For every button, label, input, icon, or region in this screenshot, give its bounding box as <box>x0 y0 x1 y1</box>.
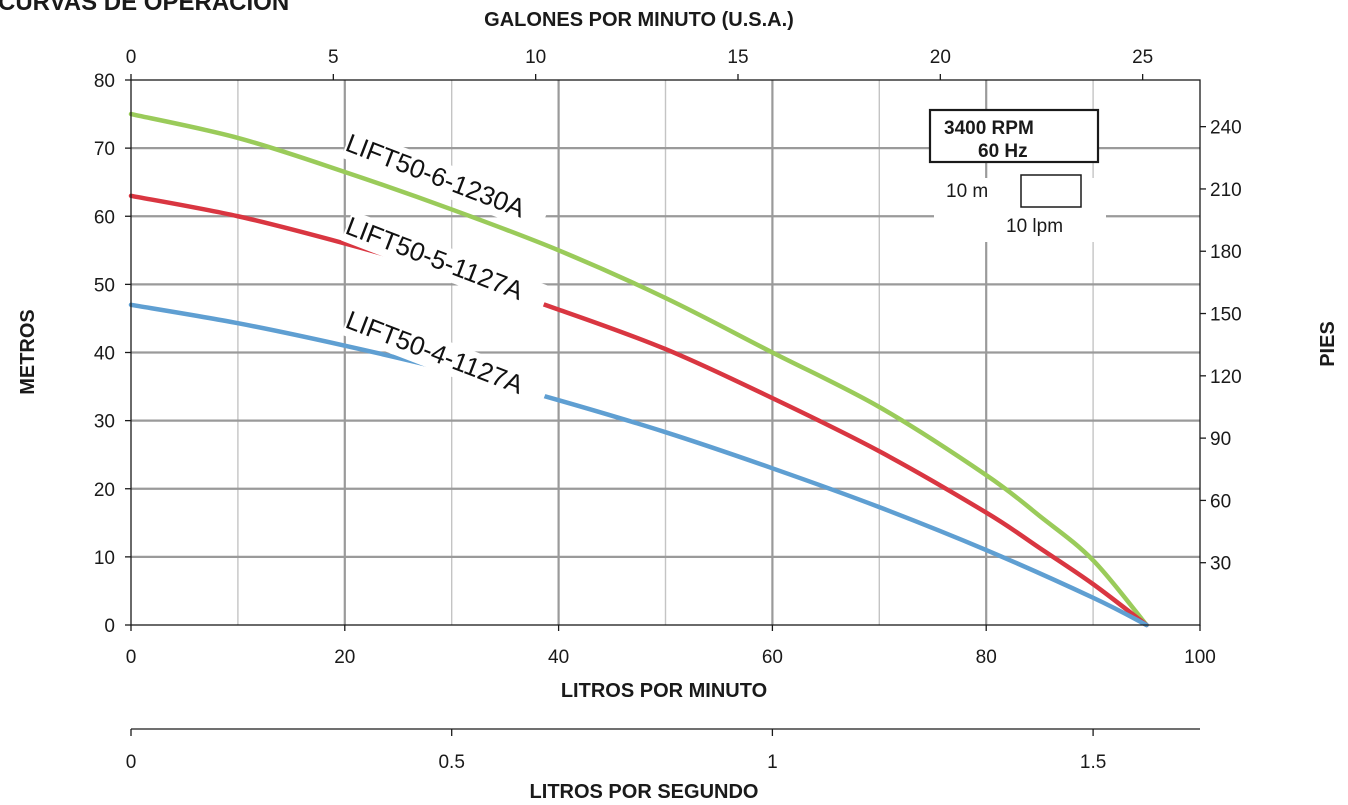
rpm-legend-box: 3400 RPM 60 Hz <box>928 108 1100 164</box>
gpm-tick-label: 5 <box>328 47 339 68</box>
series-line-LIFT50-6-1230A <box>128 111 1149 628</box>
lps-tick-label: 1.5 <box>1080 752 1106 773</box>
y-tick-label: 10 <box>94 548 115 569</box>
x-tick-label: 60 <box>762 647 783 668</box>
ft-tick-label: 210 <box>1210 180 1242 201</box>
ft-tick-label: 30 <box>1210 554 1231 575</box>
ft-tick-label: 60 <box>1210 491 1231 512</box>
curve-label-group: LIFT50-4-1127A <box>341 304 551 411</box>
lps-tick-label: 0 <box>126 752 137 773</box>
scale-meters-label: 10 m <box>946 181 988 202</box>
y-tick-label: 50 <box>94 275 115 296</box>
x-tick-label: 100 <box>1184 647 1216 668</box>
gpm-tick-label: 20 <box>930 47 951 68</box>
y-tick-label: 70 <box>94 139 115 160</box>
curve-label-background <box>341 127 551 234</box>
curve-label-group: LIFT50-5-1127A <box>341 210 551 317</box>
ft-tick-label: 90 <box>1210 429 1231 450</box>
curve-label: LIFT50-6-1230A <box>342 128 530 224</box>
rpm-label: 3400 RPM <box>944 118 1034 139</box>
hz-label: 60 Hz <box>978 141 1028 162</box>
ft-tick-label: 150 <box>1210 305 1242 326</box>
curve-label-background <box>341 210 551 317</box>
curve-label-background <box>341 304 551 411</box>
lps-tick-label: 0.5 <box>438 752 464 773</box>
lps-tick-label: 1 <box>767 752 778 773</box>
page-title: CURVAS DE OPERACIÓN <box>0 0 289 16</box>
curves <box>128 111 1149 628</box>
ft-tick-label: 180 <box>1210 242 1242 263</box>
secondary-x-axis-title: LITROS POR SEGUNDO <box>530 781 759 803</box>
y-tick-label: 0 <box>104 616 115 637</box>
curve-label: LIFT50-5-1127A <box>342 211 528 306</box>
y-tick-label: 60 <box>94 207 115 228</box>
top-axis-title: GALONES POR MINUTO (U.S.A.) <box>484 9 794 31</box>
gpm-tick-label: 0 <box>126 47 137 68</box>
ft-tick-label: 240 <box>1210 118 1242 139</box>
y-axis-title: METROS <box>17 309 39 395</box>
x-tick-label: 40 <box>548 647 569 668</box>
y-tick-label: 30 <box>94 412 115 433</box>
gpm-tick-label: 15 <box>727 47 748 68</box>
scale-box <box>1020 174 1082 208</box>
curve-labels: LIFT50-6-1230ALIFT50-5-1127ALIFT50-4-112… <box>341 127 551 411</box>
y-tick-label: 20 <box>94 480 115 501</box>
scale-legend: 10 m 10 lpm <box>934 174 1106 242</box>
gpm-tick-label: 10 <box>525 47 546 68</box>
x-tick-label: 80 <box>976 647 997 668</box>
scale-lpm-label: 10 lpm <box>1006 216 1063 237</box>
x-axis-title: LITROS POR MINUTO <box>561 680 767 702</box>
ft-tick-label: 120 <box>1210 367 1242 388</box>
gpm-tick-label: 25 <box>1132 47 1153 68</box>
series-line-LIFT50-5-1127A <box>128 193 1149 628</box>
right-axis-title: PIES <box>1317 321 1339 367</box>
series-line-LIFT50-4-1127A <box>128 302 1149 628</box>
x-tick-label: 0 <box>126 647 137 668</box>
x-tick-label: 20 <box>334 647 355 668</box>
y-tick-label: 80 <box>94 71 115 92</box>
y-tick-label: 40 <box>94 344 115 365</box>
